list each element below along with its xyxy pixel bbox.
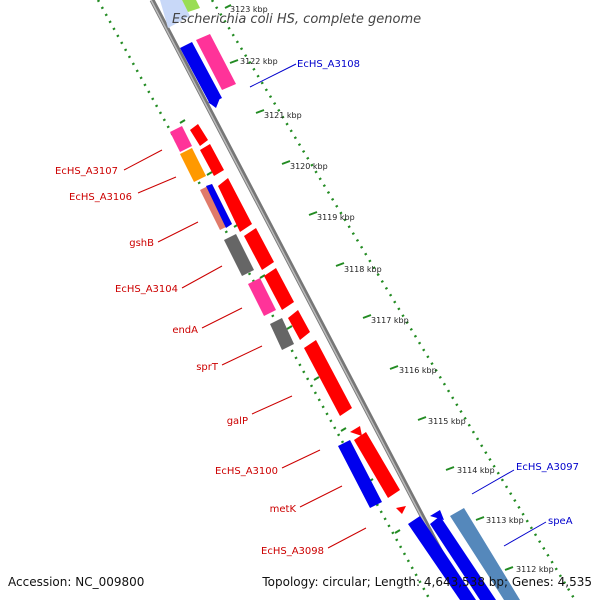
gene-label: EcHS_A3097 [516, 462, 579, 473]
gene-arrowhead-blue [208, 98, 220, 108]
tick-mark [475, 516, 485, 521]
tick-group: 3123 kbp 3122 kbp 3121 kbp 3120 kbp 3119… [224, 4, 554, 574]
gene-feature-blue [408, 516, 476, 600]
gene-feature-orange [180, 148, 206, 182]
gene-label: EcHS_A3104 [115, 284, 178, 295]
gene-feature-steelblue [450, 508, 520, 600]
gene-feature-red [304, 340, 352, 416]
connector-line [137, 176, 177, 194]
connector-line [157, 221, 199, 243]
tick-mark [504, 566, 514, 571]
gene-feature-blue-stripe [206, 184, 232, 228]
tick-mark [335, 262, 345, 267]
tick-mark [417, 416, 427, 421]
connector-line [201, 307, 243, 329]
tick-mark [224, 4, 232, 9]
gene-feature-red [190, 124, 208, 146]
tick-mark [389, 365, 399, 370]
gene-feature-blue [180, 42, 222, 104]
tick-label: 3121 kbp [264, 111, 302, 120]
gene-label: speA [548, 516, 573, 527]
inner-tick [179, 119, 186, 124]
tick-label: 3113 kbp [486, 516, 524, 525]
connector-line [249, 63, 297, 88]
inner-tick [206, 171, 213, 176]
connector-line [471, 469, 515, 495]
gene-label: EcHS_A3100 [215, 466, 278, 477]
gene-feature-gray [224, 234, 254, 276]
genome-backbone-highlight [150, 0, 466, 600]
topology-text: Topology: circular; Length: 4,643,538 bp… [261, 575, 592, 589]
gene-label: EcHS_A3107 [55, 166, 118, 177]
connector-line [281, 449, 321, 469]
tick-mark [255, 109, 265, 114]
tick-label: 3115 kbp [428, 417, 466, 426]
tick-label: 3120 kbp [290, 162, 328, 171]
tick-mark [362, 314, 372, 319]
inner-tick [286, 325, 293, 330]
gene-feature-gray [270, 318, 294, 350]
gene-feature-pink [196, 34, 236, 90]
tick-label: 3114 kbp [457, 466, 495, 475]
tick-label: 3122 kbp [240, 57, 278, 66]
connector-line [503, 521, 547, 547]
tick-label: 3112 kbp [516, 565, 554, 574]
inner-tick [313, 376, 320, 381]
gene-feature-pink [170, 126, 192, 152]
gene-feature-red [288, 310, 310, 340]
gene-label: EcHS_A3106 [69, 192, 132, 203]
gene-feature-blue [430, 516, 496, 600]
tick-label: 3118 kbp [344, 265, 382, 274]
gene-feature-green [182, 0, 200, 12]
tick-mark [281, 160, 291, 165]
gene-feature-red [264, 268, 294, 310]
inner-tick [394, 529, 401, 534]
map-title: Escherichia coli HS, complete genome [172, 12, 421, 27]
connector-line [181, 265, 223, 289]
accession-text: Accession: NC_009800 [8, 575, 144, 589]
inner-tick [340, 427, 347, 432]
gene-label: EcHS_A3098 [261, 546, 324, 557]
connector-line [123, 149, 163, 171]
outer-dotted-line [210, 0, 577, 600]
inner-tick [259, 274, 266, 279]
tick-label: 3119 kbp [317, 213, 355, 222]
gene-label: EcHS_A3108 [297, 59, 360, 70]
connector-line [221, 345, 263, 366]
gene-label: sprT [196, 362, 219, 373]
connector-line [327, 527, 367, 549]
gene-feature-blue [338, 440, 382, 508]
connector-line [299, 485, 343, 508]
tick-mark [445, 466, 455, 471]
gene-feature-red [218, 178, 252, 232]
gene-label: endA [172, 325, 198, 336]
tick-label: 3116 kbp [399, 366, 437, 375]
gene-label: metK [270, 504, 297, 515]
tick-mark [229, 59, 239, 64]
tick-label: 3123 kbp [230, 5, 268, 14]
gene-feature-red [244, 228, 274, 270]
inner-tick-group [179, 119, 401, 534]
gene-feature-pale [160, 0, 190, 28]
gene-feature-red [354, 432, 400, 498]
gene-arrowhead-red [396, 506, 406, 514]
gene-arrowhead-red [350, 426, 362, 436]
gene-label: gshB [129, 238, 154, 249]
gene-labels: EcHS_A3108 EcHS_A3107 EcHS_A3106 gshB Ec… [55, 59, 579, 557]
gene-feature-red [200, 144, 224, 176]
connector-line [251, 395, 293, 415]
gene-feature-pink [248, 278, 276, 316]
label-connectors [123, 63, 547, 549]
tick-label: 3117 kbp [371, 316, 409, 325]
gene-label: galP [227, 416, 248, 427]
genome-backbone [149, 0, 469, 600]
tick-mark [308, 211, 318, 216]
